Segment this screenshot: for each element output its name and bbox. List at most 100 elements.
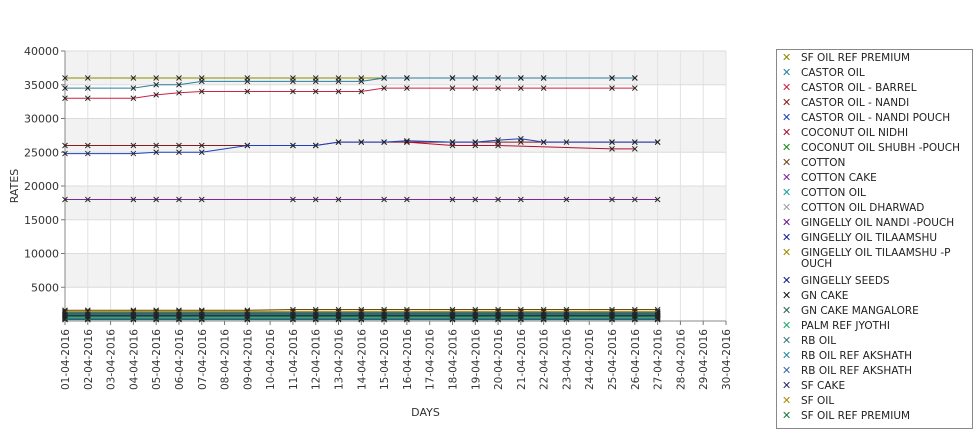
- x-tick-label: 09-04-2016: [242, 329, 254, 390]
- data-point: [540, 316, 547, 323]
- data-point: [84, 196, 91, 203]
- legend-label: SF CAKE: [801, 380, 846, 392]
- x-tick-label: 07-04-2016: [197, 329, 209, 390]
- data-point: [312, 316, 319, 323]
- plot-band: [65, 186, 726, 220]
- data-point: [358, 139, 365, 145]
- y-tick-label: 10000: [24, 248, 59, 261]
- data-point: [244, 78, 251, 85]
- data-point: [198, 142, 205, 149]
- data-point: [290, 316, 296, 323]
- x-tick-label: 28-04-2016: [675, 329, 687, 390]
- x-tick-label: 08-04-2016: [220, 329, 232, 390]
- data-point: [84, 150, 91, 157]
- data-point: [358, 308, 365, 315]
- data-point: [632, 85, 638, 91]
- data-point: [404, 85, 410, 91]
- data-point: [198, 196, 205, 203]
- data-point: [472, 85, 479, 91]
- legend-label: SF OIL: [801, 395, 835, 407]
- x-tick-label: 24-04-2016: [584, 329, 596, 390]
- data-point: [84, 85, 91, 91]
- data-point: [290, 196, 296, 203]
- x-tick-label: 05-04-2016: [151, 329, 163, 390]
- data-point: [62, 75, 68, 81]
- legend-marker-icon: ✕: [782, 186, 792, 199]
- legend-marker-icon: ✕: [782, 126, 792, 139]
- legend-label: CASTOR OIL - BARREL: [801, 82, 917, 94]
- data-point: [518, 308, 524, 315]
- legend-label: COTTON OIL: [801, 187, 866, 199]
- data-point: [84, 316, 91, 323]
- data-point: [449, 85, 456, 91]
- legend-marker-icon: ✕: [782, 394, 792, 407]
- data-point: [518, 85, 524, 91]
- y-axis-title: RATES: [8, 169, 21, 204]
- legend-marker-icon: ✕: [782, 289, 792, 302]
- x-tick-label: 27-04-2016: [653, 329, 665, 390]
- legend-marker-icon: ✕: [782, 111, 792, 124]
- legend-marker-icon: ✕: [782, 216, 792, 229]
- legend-label: GINGELLY OIL TILAAMSHU: [801, 232, 938, 244]
- data-point: [540, 139, 547, 145]
- series-line: [65, 77, 635, 89]
- data-point: [130, 196, 137, 203]
- x-axis-title: DAYS: [411, 406, 440, 419]
- data-point: [449, 142, 456, 149]
- data-point: [472, 308, 479, 315]
- data-point: [495, 142, 501, 149]
- data-point: [654, 308, 661, 315]
- data-point: [654, 139, 661, 145]
- legend-label: COCONUT OIL SHUBH -POUCH: [801, 142, 961, 154]
- data-point: [312, 196, 319, 203]
- data-point: [495, 316, 501, 323]
- data-point: [62, 150, 68, 157]
- data-point: [540, 308, 547, 315]
- y-tick-label: 20000: [24, 180, 59, 193]
- legend-label: COCONUT OIL NIDHI: [801, 127, 909, 139]
- data-point: [130, 316, 137, 323]
- data-point: [609, 75, 615, 81]
- data-point: [632, 146, 638, 152]
- legend-label: GINGELLY SEEDS: [801, 275, 890, 287]
- data-point: [130, 95, 137, 102]
- data-point: [290, 308, 296, 315]
- legend-label: SF OIL REF PREMIUM: [801, 410, 911, 422]
- x-tick-label: 03-04-2016: [106, 329, 118, 390]
- data-point: [176, 81, 182, 88]
- x-tick-label: 23-04-2016: [561, 329, 573, 390]
- data-point: [198, 88, 205, 95]
- data-point: [62, 316, 68, 323]
- data-point: [198, 316, 205, 323]
- data-point: [244, 142, 251, 149]
- legend-marker-icon: ✕: [782, 334, 792, 347]
- data-point: [518, 75, 524, 81]
- legend-label: COTTON CAKE: [801, 172, 877, 184]
- x-tick-label: 30-04-2016: [721, 329, 733, 390]
- x-tick-label: 22-04-2016: [539, 329, 551, 390]
- legend-marker-icon: ✕: [782, 274, 792, 287]
- data-point: [84, 75, 91, 81]
- data-point: [563, 139, 570, 145]
- data-point: [290, 142, 296, 149]
- data-point: [176, 142, 182, 149]
- x-tick-label: 21-04-2016: [516, 329, 528, 390]
- legend-marker-icon: ✕: [782, 141, 792, 154]
- legend-label: SF OIL REF PREMIUM: [801, 52, 911, 64]
- data-point: [632, 139, 638, 145]
- data-point: [404, 196, 410, 203]
- data-point: [176, 149, 182, 156]
- data-point: [609, 85, 615, 91]
- data-point: [381, 85, 387, 91]
- plot-band: [65, 51, 726, 85]
- data-point: [84, 95, 91, 102]
- data-point: [62, 85, 68, 91]
- data-point: [153, 308, 159, 315]
- data-point: [358, 78, 365, 85]
- data-point: [84, 142, 91, 149]
- data-point: [312, 88, 319, 95]
- x-tick-label: 16-04-2016: [402, 329, 414, 390]
- data-point: [449, 316, 456, 323]
- legend-label: GINGELLY OIL TILAAMSHU -P OUCH: [801, 247, 951, 270]
